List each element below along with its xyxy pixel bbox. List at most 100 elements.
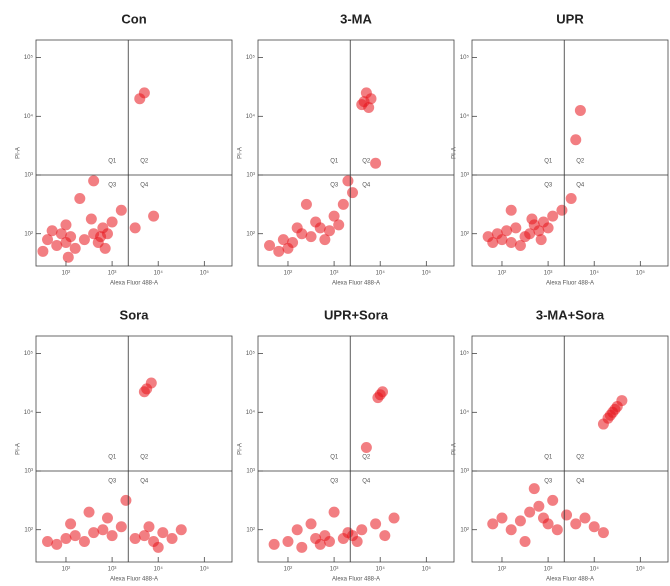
event-point [360, 87, 372, 99]
event-point [328, 506, 340, 518]
event-point [342, 175, 354, 187]
y-axis-label: PI-A [238, 147, 244, 159]
event-point [42, 234, 54, 246]
event-point [60, 219, 72, 231]
event-point [358, 96, 370, 108]
quadrant-label: Q1 [108, 159, 117, 165]
y-tick-label: 10⁴ [24, 113, 34, 120]
x-tick-label: 10⁵ [422, 566, 432, 573]
quadrant-label: Q4 [362, 479, 371, 485]
event-point [268, 538, 280, 550]
x-tick-label: 10⁴ [590, 566, 600, 573]
event-point [314, 538, 326, 550]
quadrant-label: Q1 [330, 159, 339, 165]
panel-title: UPR [556, 11, 584, 26]
event-point [570, 518, 582, 530]
event-point [526, 213, 538, 225]
event-point [547, 494, 559, 506]
y-tick-label: 10³ [246, 469, 255, 475]
event-point [129, 533, 141, 545]
y-tick-label: 10⁴ [460, 409, 470, 416]
event-point [42, 535, 54, 547]
y-tick-label: 10² [24, 231, 33, 237]
event-point [579, 512, 591, 524]
y-tick-label: 10² [460, 231, 469, 237]
x-axis-label: Alexa Fluor 488-A [110, 281, 158, 287]
quadrant-label: Q4 [140, 479, 149, 485]
y-tick-label: 10⁴ [246, 113, 256, 120]
event-point [282, 242, 294, 254]
x-axis-label: Alexa Fluor 488-A [546, 577, 594, 583]
y-tick-label: 10³ [24, 173, 33, 179]
x-tick-label: 10⁴ [154, 270, 164, 277]
event-point [296, 541, 308, 553]
quadrant-label: Q2 [576, 455, 585, 461]
event-point [106, 530, 118, 542]
plot-frame [257, 39, 455, 267]
event-point [370, 157, 382, 169]
event-point [533, 225, 545, 237]
x-axis-label: Alexa Fluor 488-A [332, 577, 380, 583]
quadrant-label: Q2 [362, 455, 371, 461]
event-point [505, 237, 517, 249]
plot-frame [471, 39, 669, 267]
event-point [95, 231, 107, 243]
event-point [319, 234, 331, 246]
event-point [99, 242, 111, 254]
event-point [60, 533, 72, 545]
quadrant-label: Q3 [330, 183, 339, 189]
points [487, 395, 628, 547]
x-tick-label: 10⁴ [376, 270, 386, 277]
event-point [46, 225, 58, 237]
event-point [138, 87, 150, 99]
x-axis-label: Alexa Fluor 488-A [546, 281, 594, 287]
quadrant-label: Q4 [576, 183, 585, 189]
quadrant-label: Q2 [140, 159, 149, 165]
event-point [528, 483, 540, 495]
quadrant-label: Q1 [330, 455, 339, 461]
y-tick-label: 10⁵ [246, 54, 256, 61]
event-point [505, 524, 517, 536]
event-point [379, 530, 391, 542]
event-point [487, 518, 499, 530]
event-point [496, 512, 508, 524]
event-point [138, 386, 150, 398]
x-tick-label: 10⁵ [636, 270, 646, 277]
event-point [273, 245, 285, 257]
y-tick-label: 10² [246, 231, 255, 237]
y-axis-label: PI-A [16, 147, 22, 159]
x-tick-label: 10² [498, 271, 507, 277]
event-point [310, 216, 322, 228]
quadrant-label: Q4 [140, 183, 149, 189]
event-point [83, 506, 95, 518]
event-point [570, 134, 582, 146]
plot-frame [35, 39, 233, 267]
y-axis-label: PI-A [452, 443, 458, 455]
event-point [542, 518, 554, 530]
event-point [533, 500, 545, 512]
y-axis-label: PI-A [16, 443, 22, 455]
x-tick-label: 10⁵ [200, 270, 210, 277]
points [268, 386, 400, 553]
event-point [372, 392, 384, 404]
event-point [85, 213, 97, 225]
panel-title: Con [121, 11, 146, 26]
event-point [277, 234, 289, 246]
event-point [514, 239, 526, 251]
y-tick-label: 10³ [460, 469, 469, 475]
y-tick-label: 10² [246, 527, 255, 533]
quadrant-label: Q2 [362, 159, 371, 165]
event-point [129, 222, 141, 234]
event-point [74, 192, 86, 204]
event-point [143, 521, 155, 533]
x-tick-label: 10³ [544, 271, 553, 277]
event-point [609, 403, 621, 415]
event-point [565, 192, 577, 204]
event-point [55, 228, 67, 240]
points [42, 377, 187, 553]
quadrant-label: Q3 [108, 183, 117, 189]
quadrant-label: Q3 [330, 479, 339, 485]
y-tick-label: 10² [24, 527, 33, 533]
x-tick-label: 10³ [330, 271, 339, 277]
